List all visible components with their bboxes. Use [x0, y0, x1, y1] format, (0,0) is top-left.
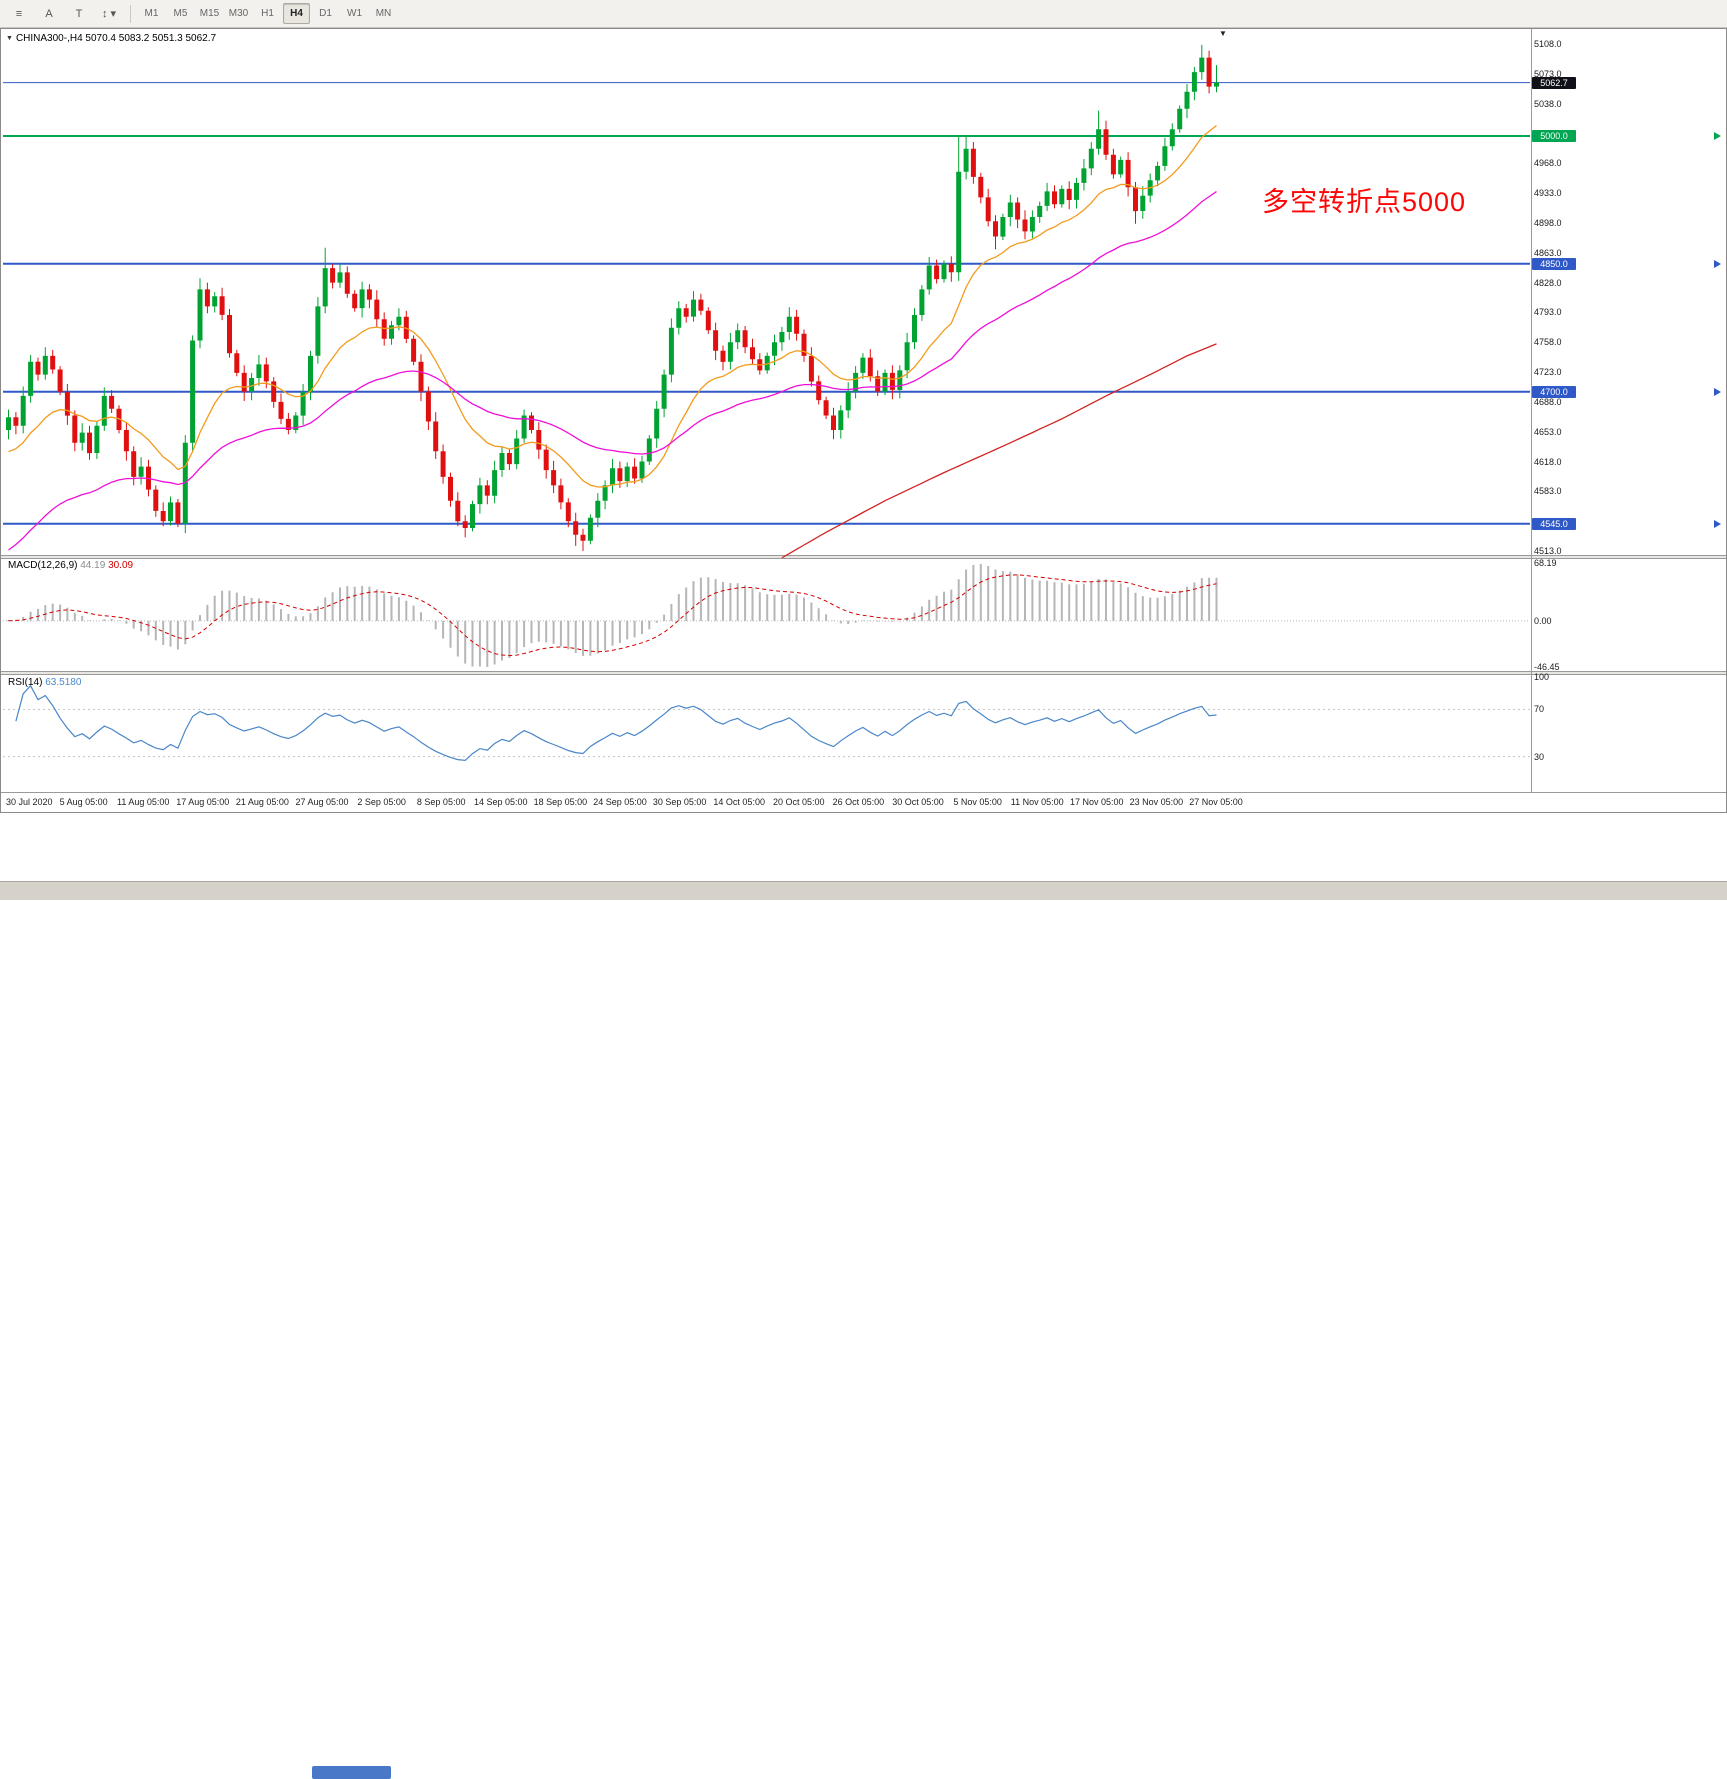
price-tick-label: 4583.0: [1534, 486, 1562, 497]
price-badge-5062.7: 5062.7: [1532, 76, 1576, 89]
price-tick-label: 5073.0: [1534, 68, 1562, 79]
chart-annotation-text[interactable]: 多空转折点5000: [1262, 187, 1467, 217]
chart-window[interactable]: [0, 28, 1727, 813]
price-tick-label: 4723.0: [1534, 367, 1562, 378]
price-badge-4850.0: 4850.0: [1532, 257, 1576, 270]
collapse-icon[interactable]: ▼: [6, 35, 13, 42]
timeframe-h4[interactable]: H4: [283, 3, 310, 24]
price-tick-label: 4828.0: [1534, 277, 1562, 288]
timeframe-m15[interactable]: M15: [199, 8, 220, 19]
time-axis-label: 30 Oct 05:00: [892, 797, 944, 807]
price-badge-5000.0: 5000.0: [1532, 130, 1576, 143]
price-tick-label: 4618.0: [1534, 456, 1562, 467]
time-axis-label: 11 Nov 05:00: [1010, 797, 1064, 807]
chart-lines-icon[interactable]: ≡: [15, 7, 23, 20]
price-tick-label: 4653.0: [1534, 426, 1562, 437]
toolbar-tools: ≡ A T ↕ ▾: [4, 4, 124, 24]
price-tick-label: 4968.0: [1534, 158, 1562, 169]
time-axis-label: 18 Sep 05:00: [533, 797, 588, 807]
shift-marker-icon: ▼: [1219, 29, 1227, 38]
macd-label: MACD(12,26,9): [8, 560, 78, 571]
price-tick-label: 4863.0: [1534, 247, 1562, 258]
toolbar-timeframes: M1 M5 M15 M30 H1 H4 D1 W1 MN: [137, 3, 398, 24]
timeframe-m5[interactable]: M5: [173, 8, 188, 19]
cursor-tool-icon[interactable]: ↕ ▾: [101, 8, 117, 20]
toolbar-separator: [130, 4, 131, 23]
time-axis-label: 27 Aug 05:00: [295, 797, 349, 807]
level-marker-icon: [1714, 259, 1725, 268]
timeframe-d1[interactable]: D1: [319, 8, 332, 19]
price-tick-label: 4933.0: [1534, 188, 1562, 199]
timeframe-m30[interactable]: M30: [228, 8, 249, 19]
price-tick-label: 4793.0: [1534, 307, 1562, 318]
time-axis-label: 23 Nov 05:00: [1129, 797, 1184, 807]
price-badge-4700.0: 4700.0: [1532, 385, 1576, 398]
time-axis-separator: [1, 792, 1726, 793]
macd-main-value: 44.19: [80, 560, 106, 571]
time-axis-label: 30 Sep 05:00: [652, 797, 707, 807]
timeframe-h1[interactable]: H1: [261, 8, 274, 19]
price-tick-label: 5038.0: [1534, 98, 1562, 109]
price-tick-label: 4688.0: [1534, 396, 1562, 407]
time-axis-label: 20 Oct 05:00: [773, 797, 825, 807]
rsi-100-label: 100: [1534, 672, 1550, 682]
chart-title: ▼ CHINA300-,H4 5070.4 5083.2 5051.3 5062.…: [6, 33, 216, 44]
time-axis-label: 5 Aug 05:00: [59, 797, 108, 807]
macd-header: MACD(12,26,9) 44.19 30.09: [8, 560, 133, 571]
timeframe-m1[interactable]: M1: [144, 8, 159, 19]
time-axis-label: 11 Aug 05:00: [116, 797, 170, 807]
macd-zero-label: 0.00: [1534, 615, 1552, 626]
price-tick-label: 4513.0: [1534, 545, 1562, 556]
text-tool-icon[interactable]: T: [75, 7, 83, 20]
timeframe-w1[interactable]: W1: [347, 8, 362, 19]
price-tick-label: 4898.0: [1534, 217, 1562, 228]
price-tick-label: 4758.0: [1534, 337, 1562, 348]
level-marker-icon: [1714, 519, 1725, 528]
rsi-30-label: 30: [1534, 751, 1545, 762]
macd-panel-splitter[interactable]: [1, 555, 1726, 559]
rsi-70-label: 70: [1534, 704, 1545, 715]
time-axis-label: 8 Sep 05:00: [416, 797, 466, 807]
chart-title-text: CHINA300-,H4 5070.4 5083.2 5051.3 5062.7: [15, 33, 217, 44]
time-axis-label: 27 Nov 05:00: [1189, 797, 1243, 807]
macd-max-label: 68.19: [1534, 558, 1557, 568]
time-axis-label: 17 Aug 05:00: [176, 797, 230, 807]
time-axis-label: 14 Oct 05:00: [713, 797, 765, 807]
time-axis-label: 24 Sep 05:00: [593, 797, 647, 807]
level-marker-icon: [1714, 132, 1725, 141]
price-axis-separator: [1531, 29, 1532, 792]
time-axis-label: 14 Sep 05:00: [474, 797, 528, 807]
rsi-header: RSI(14) 63.5180: [8, 677, 81, 688]
rsi-value: 63.5180: [45, 677, 82, 688]
price-badge-4545.0: 4545.0: [1532, 517, 1576, 530]
label-tool-icon[interactable]: A: [45, 7, 53, 20]
time-axis-label: 17 Nov 05:00: [1070, 797, 1124, 807]
time-axis-label: 21 Aug 05:00: [235, 797, 289, 807]
time-axis-label: 5 Nov 05:00: [953, 797, 1002, 807]
rsi-panel-splitter[interactable]: [1, 671, 1726, 675]
time-axis-label: 30 Jul 2020: [6, 797, 53, 807]
level-marker-icon: [1714, 387, 1725, 396]
toolbar: ≡ A T ↕ ▾ M1 M5 M15 M30 H1 H4 D1 W1 MN: [0, 0, 1727, 28]
time-axis-label: 2 Sep 05:00: [357, 797, 406, 807]
macd-min-label: -46.45: [1534, 662, 1560, 672]
bottom-bar: [0, 881, 1727, 1779]
timeframe-mn[interactable]: MN: [375, 8, 392, 19]
macd-signal-value: 30.09: [108, 560, 134, 571]
rsi-label: RSI(14): [8, 677, 43, 688]
price-tick-label: 5108.0: [1534, 39, 1562, 49]
time-axis-label: 26 Oct 05:00: [832, 797, 885, 807]
scrollbar-thumb[interactable]: [312, 1766, 391, 1779]
